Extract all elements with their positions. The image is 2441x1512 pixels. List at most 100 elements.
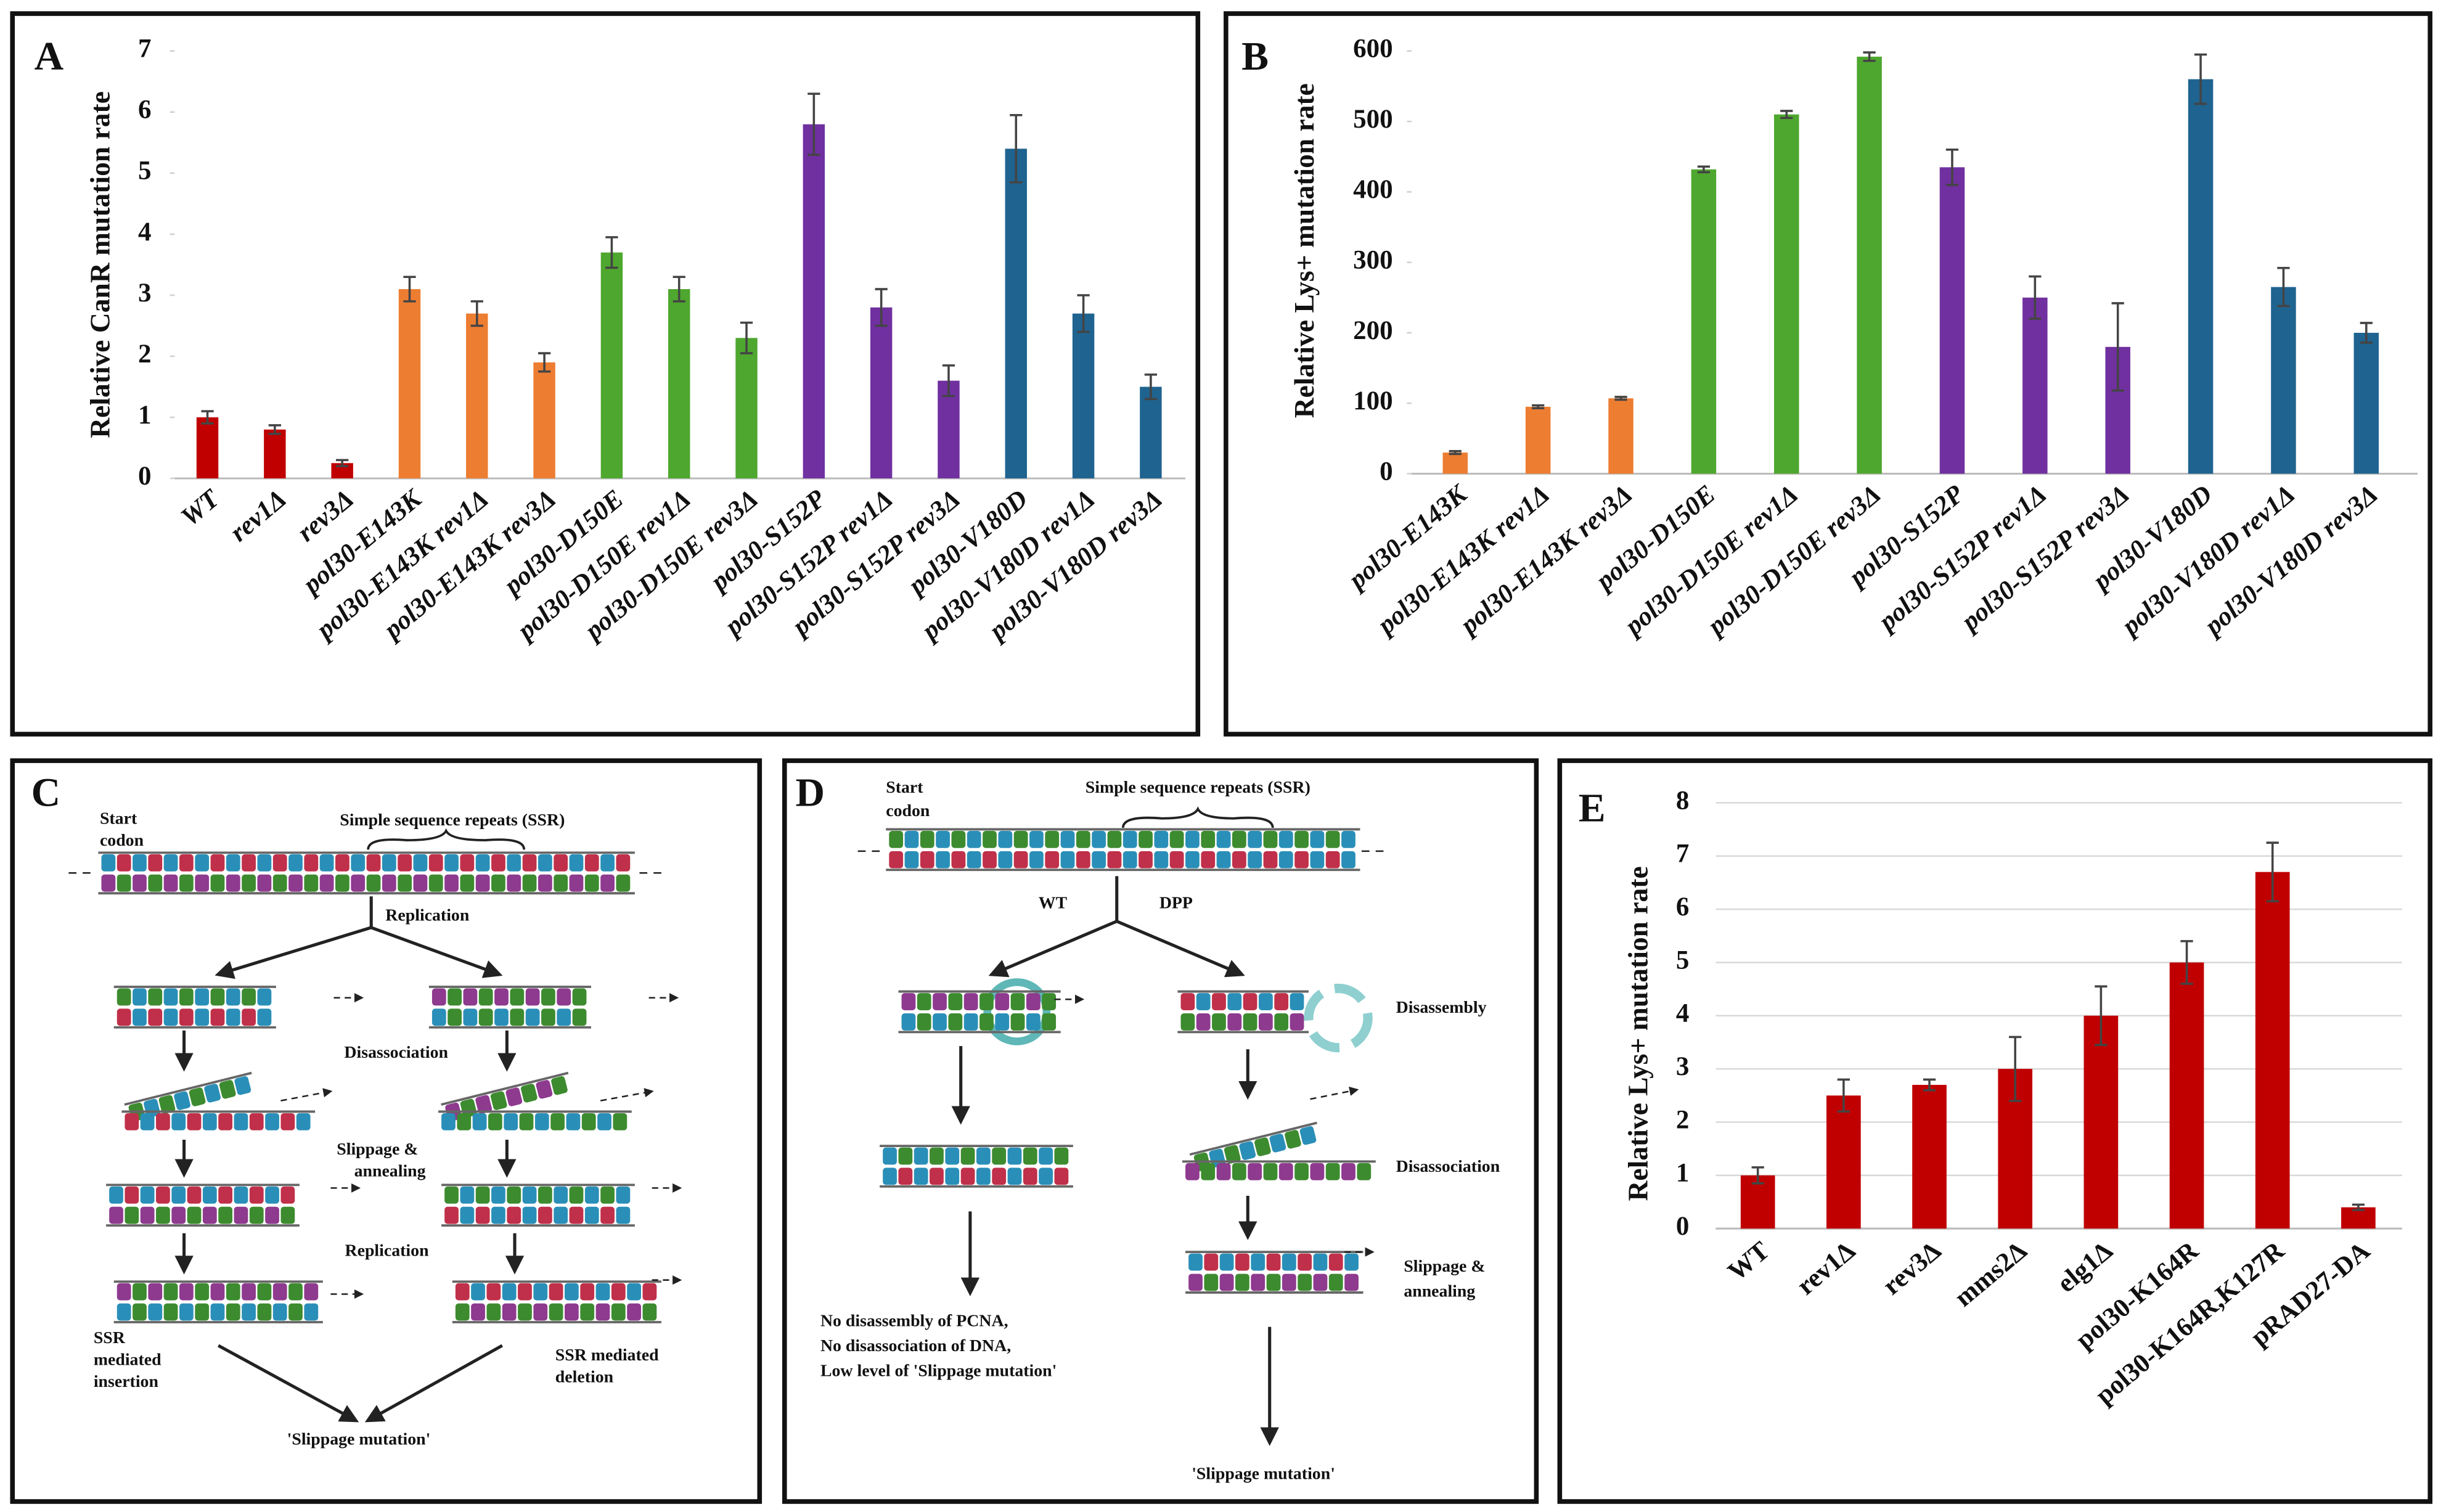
base (1328, 1273, 1343, 1291)
base (448, 988, 462, 1006)
base (1263, 830, 1278, 848)
bar (398, 289, 421, 479)
dna-strand (880, 1145, 1073, 1188)
base (444, 1206, 459, 1224)
base (554, 854, 568, 872)
base (1310, 830, 1325, 848)
base (179, 1283, 194, 1301)
base (1248, 851, 1262, 868)
base (550, 1113, 565, 1130)
base (1007, 1167, 1022, 1185)
base (460, 874, 475, 892)
pcna-ring (983, 978, 1051, 1045)
y-tick-label: 0 (138, 462, 152, 491)
bar (803, 124, 825, 479)
base (983, 851, 997, 868)
bar (2022, 297, 2048, 474)
base (288, 1283, 303, 1301)
base (1263, 851, 1278, 868)
dna-strand (113, 1280, 323, 1323)
base (1107, 851, 1122, 868)
base (883, 1167, 897, 1185)
bar (2169, 962, 2204, 1229)
base (1239, 1141, 1256, 1160)
base (572, 988, 587, 1006)
base (413, 874, 428, 892)
base (304, 854, 319, 872)
base (444, 854, 459, 872)
base (174, 1091, 190, 1110)
base (1201, 1163, 1216, 1180)
base (210, 1283, 225, 1301)
base (976, 1167, 991, 1185)
base (522, 854, 537, 872)
label: Start (886, 778, 923, 797)
base (502, 1283, 517, 1301)
base (163, 1008, 178, 1026)
base (580, 1283, 595, 1301)
base (218, 1206, 233, 1224)
base (1248, 1163, 1262, 1180)
base (1282, 1273, 1296, 1291)
y-tick-label: 5 (1676, 946, 1690, 975)
bar (1442, 452, 1468, 474)
y-tick-label: 0 (1676, 1212, 1690, 1241)
label: No disassembly of PCNA, (820, 1311, 1008, 1330)
error-bar (2029, 275, 2042, 320)
base (566, 1113, 581, 1130)
base (265, 1113, 279, 1130)
base (226, 1303, 240, 1321)
y-tick-label: 0 (1380, 457, 1393, 486)
base (1251, 1273, 1265, 1291)
base (507, 854, 521, 872)
base (242, 1283, 256, 1301)
base (272, 874, 287, 892)
base (898, 1167, 913, 1185)
base (1341, 1163, 1355, 1180)
base (1341, 830, 1355, 848)
panel-letter: A (35, 34, 64, 79)
base (569, 1186, 584, 1204)
base (584, 1186, 599, 1204)
base (187, 1113, 202, 1130)
base (304, 1303, 319, 1321)
base (1232, 830, 1246, 848)
base (1278, 851, 1293, 868)
panel-frame (10, 758, 763, 1504)
base (475, 1206, 490, 1224)
x-tick-label: WT (1723, 1236, 1775, 1286)
bar (600, 252, 623, 479)
base (522, 1186, 537, 1204)
y-tick-label: 6 (138, 96, 152, 125)
base (133, 1283, 147, 1301)
label: SSR mediated (555, 1346, 659, 1365)
base (554, 1186, 568, 1204)
bar (735, 338, 758, 479)
base (616, 1186, 631, 1204)
base (920, 851, 934, 868)
error-bar (942, 364, 955, 398)
base (1274, 1013, 1289, 1031)
base (125, 1113, 139, 1130)
base (1054, 1147, 1069, 1165)
base (933, 1013, 947, 1031)
base (584, 874, 599, 892)
base (471, 1303, 485, 1321)
y-tick-label: 600 (1353, 35, 1393, 63)
base (569, 874, 584, 892)
bar (196, 417, 219, 479)
error-bar (740, 321, 753, 354)
base (581, 1113, 596, 1130)
base (490, 1091, 507, 1110)
base (109, 1206, 123, 1224)
error-bar (2266, 841, 2279, 902)
base (444, 1186, 459, 1204)
base (1266, 1273, 1281, 1291)
base (319, 874, 334, 892)
base (140, 1206, 155, 1224)
error-bar (2360, 322, 2373, 344)
base (195, 1008, 210, 1026)
base (580, 1303, 595, 1321)
panel-letter: E (1579, 786, 1606, 831)
base (288, 874, 303, 892)
